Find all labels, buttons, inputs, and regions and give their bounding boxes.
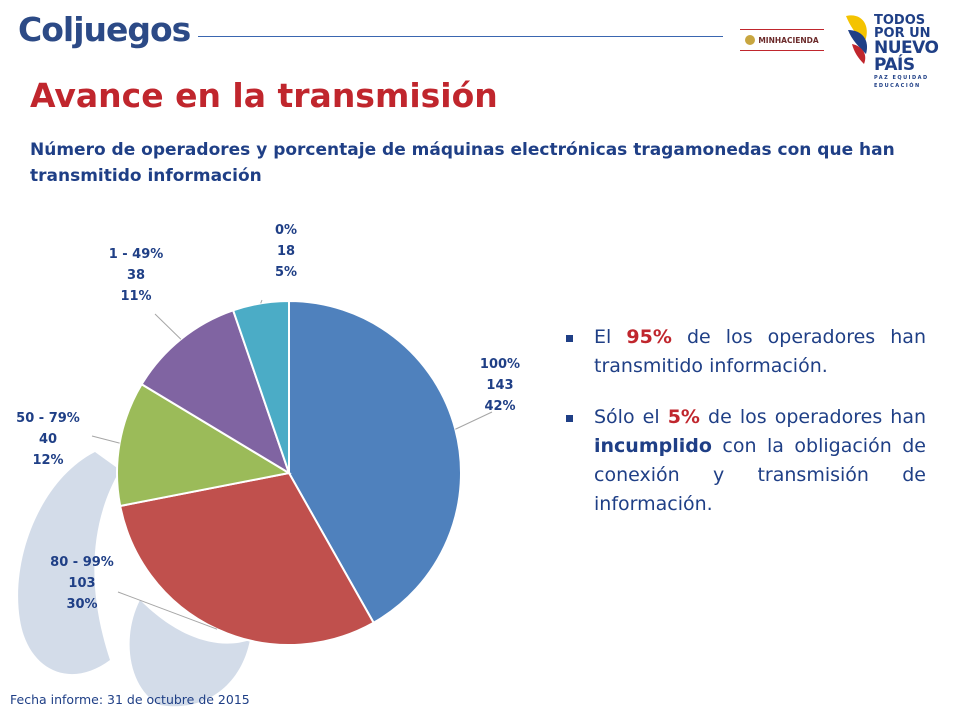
gov-slogan-line1: TODOS POR UN [874,13,931,41]
key-points: El 95% de los operadores han transmitido… [566,323,926,541]
coljuegos-logo: Coljuegos [18,10,191,49]
gov-slogan-line3: PAZ EQUIDAD EDUCACIÓN [874,75,929,89]
percent-label-3: 11% [120,289,151,304]
leader-line-3 [154,313,182,340]
square-bullet-icon [566,335,573,342]
flag-stripe-blue-icon [848,30,868,54]
category-label-3: 1 - 49% [109,247,164,262]
leader-lines [91,299,493,630]
bullet-2-pre: Sólo el [594,406,668,428]
percent-label-2: 12% [32,453,63,468]
pie-slice-3 [140,309,291,476]
bullet-2-bold: incumplido [594,435,712,457]
square-bullet-icon [566,415,573,422]
pie-slice-0 [288,299,462,625]
leader-line-4 [260,299,263,304]
government-logo [846,15,868,64]
value-label-0: 143 [486,378,513,393]
government-slogan: TODOS POR UN NUEVO PAÍS PAZ EQUIDAD EDUC… [874,14,960,90]
bullet-2-mid: de los operadores han [699,406,927,428]
bullet-2-post: con la obligación de conexión y transmis… [594,435,926,515]
report-date: Fecha informe: 31 de octubre de 2015 [10,692,250,707]
value-label-2: 40 [39,432,57,447]
leader-line-2 [91,435,120,444]
bullet-1-pre: El [594,326,627,348]
category-label-1: 80 - 99% [50,555,114,570]
category-label-0: 100% [480,357,520,372]
background-shapes [18,452,250,707]
category-label-2: 50 - 79% [16,411,80,426]
leader-line-1 [117,591,218,630]
page-title: Avance en la transmisión [30,76,498,115]
pie-slices [116,299,462,646]
percent-label-0: 42% [484,399,515,414]
value-label-4: 18 [277,244,295,259]
chart-subtitle: Número de operadores y porcentaje de máq… [30,140,895,186]
minhacienda-logo: MINHACIENDA [740,29,824,51]
header-divider [198,36,723,37]
value-label-3: 38 [127,268,145,283]
bullet-2-highlight: 5% [667,406,700,428]
gov-slogan-line2: NUEVO PAÍS [874,38,939,75]
bullet-transmitted: El 95% de los operadores han transmitido… [566,323,926,381]
decorative-shape-inner [129,600,250,707]
bullet-noncompliant: Sólo el 5% de los operadores han incumpl… [566,403,926,519]
data-labels: 100% 143 42% 80 - 99% 103 30% 50 - 79% 40 12% 1 -… [16,223,520,612]
leader-line-0 [455,411,493,430]
decorative-shape-outer [18,452,120,675]
percent-label-1: 30% [66,597,97,612]
category-label-4: 0% [275,223,297,238]
percent-label-4: 5% [275,265,297,280]
bullet-1-highlight: 95% [626,326,672,348]
bullet-1-post: de los operadores han transmitido inform… [594,326,926,377]
flag-stripe-red-icon [852,44,866,64]
coat-of-arms-icon [745,35,756,45]
minhacienda-label: MINHACIENDA [758,35,819,45]
value-label-1: 103 [68,576,95,591]
